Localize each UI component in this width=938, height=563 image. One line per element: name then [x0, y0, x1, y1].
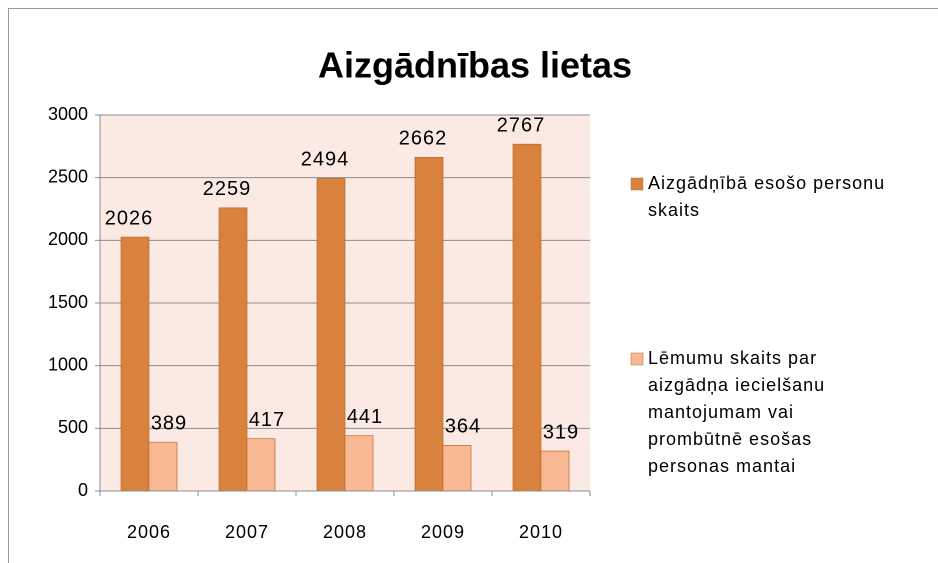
x-tick-label: 2007 [225, 522, 269, 542]
data-label: 2026 [105, 207, 154, 229]
bar [218, 207, 248, 492]
bar [414, 157, 444, 492]
y-tick-label: 2500 [48, 166, 88, 186]
data-label: 2767 [497, 114, 546, 136]
bar [442, 445, 472, 492]
bar [344, 435, 374, 492]
bar [540, 450, 570, 492]
data-label: 441 [347, 406, 383, 428]
x-tick-label: 2010 [519, 522, 563, 542]
bar [120, 236, 150, 492]
bar [246, 438, 276, 492]
y-tick-label: 500 [58, 417, 88, 437]
data-label: 2494 [301, 149, 350, 171]
data-label: 2259 [203, 178, 252, 200]
x-tick-label: 2009 [421, 522, 465, 542]
data-label: 364 [445, 416, 481, 438]
y-tick-label: 0 [78, 480, 88, 500]
data-label: 319 [543, 421, 579, 443]
bar [148, 441, 178, 492]
y-tick-label: 1000 [48, 354, 88, 374]
legend-swatch [630, 352, 644, 366]
y-tick-label: 1500 [48, 292, 88, 312]
bar [512, 143, 542, 492]
data-label: 2662 [399, 128, 448, 150]
x-tick-label: 2006 [127, 522, 171, 542]
legend-label: Aizgādņībā esošo personu skaits [648, 173, 886, 220]
data-label: 389 [151, 413, 187, 435]
legend-label: Lēmumu skaits par aizgādņa iecielšanu ma… [648, 348, 826, 476]
x-tick-label: 2008 [323, 522, 367, 542]
chart-title: Aizgādnības lietas [318, 45, 632, 86]
bar [316, 178, 346, 492]
legend-swatch [630, 177, 644, 191]
data-label: 417 [249, 409, 285, 431]
y-tick-label: 3000 [48, 104, 88, 124]
y-tick-label: 2000 [48, 229, 88, 249]
